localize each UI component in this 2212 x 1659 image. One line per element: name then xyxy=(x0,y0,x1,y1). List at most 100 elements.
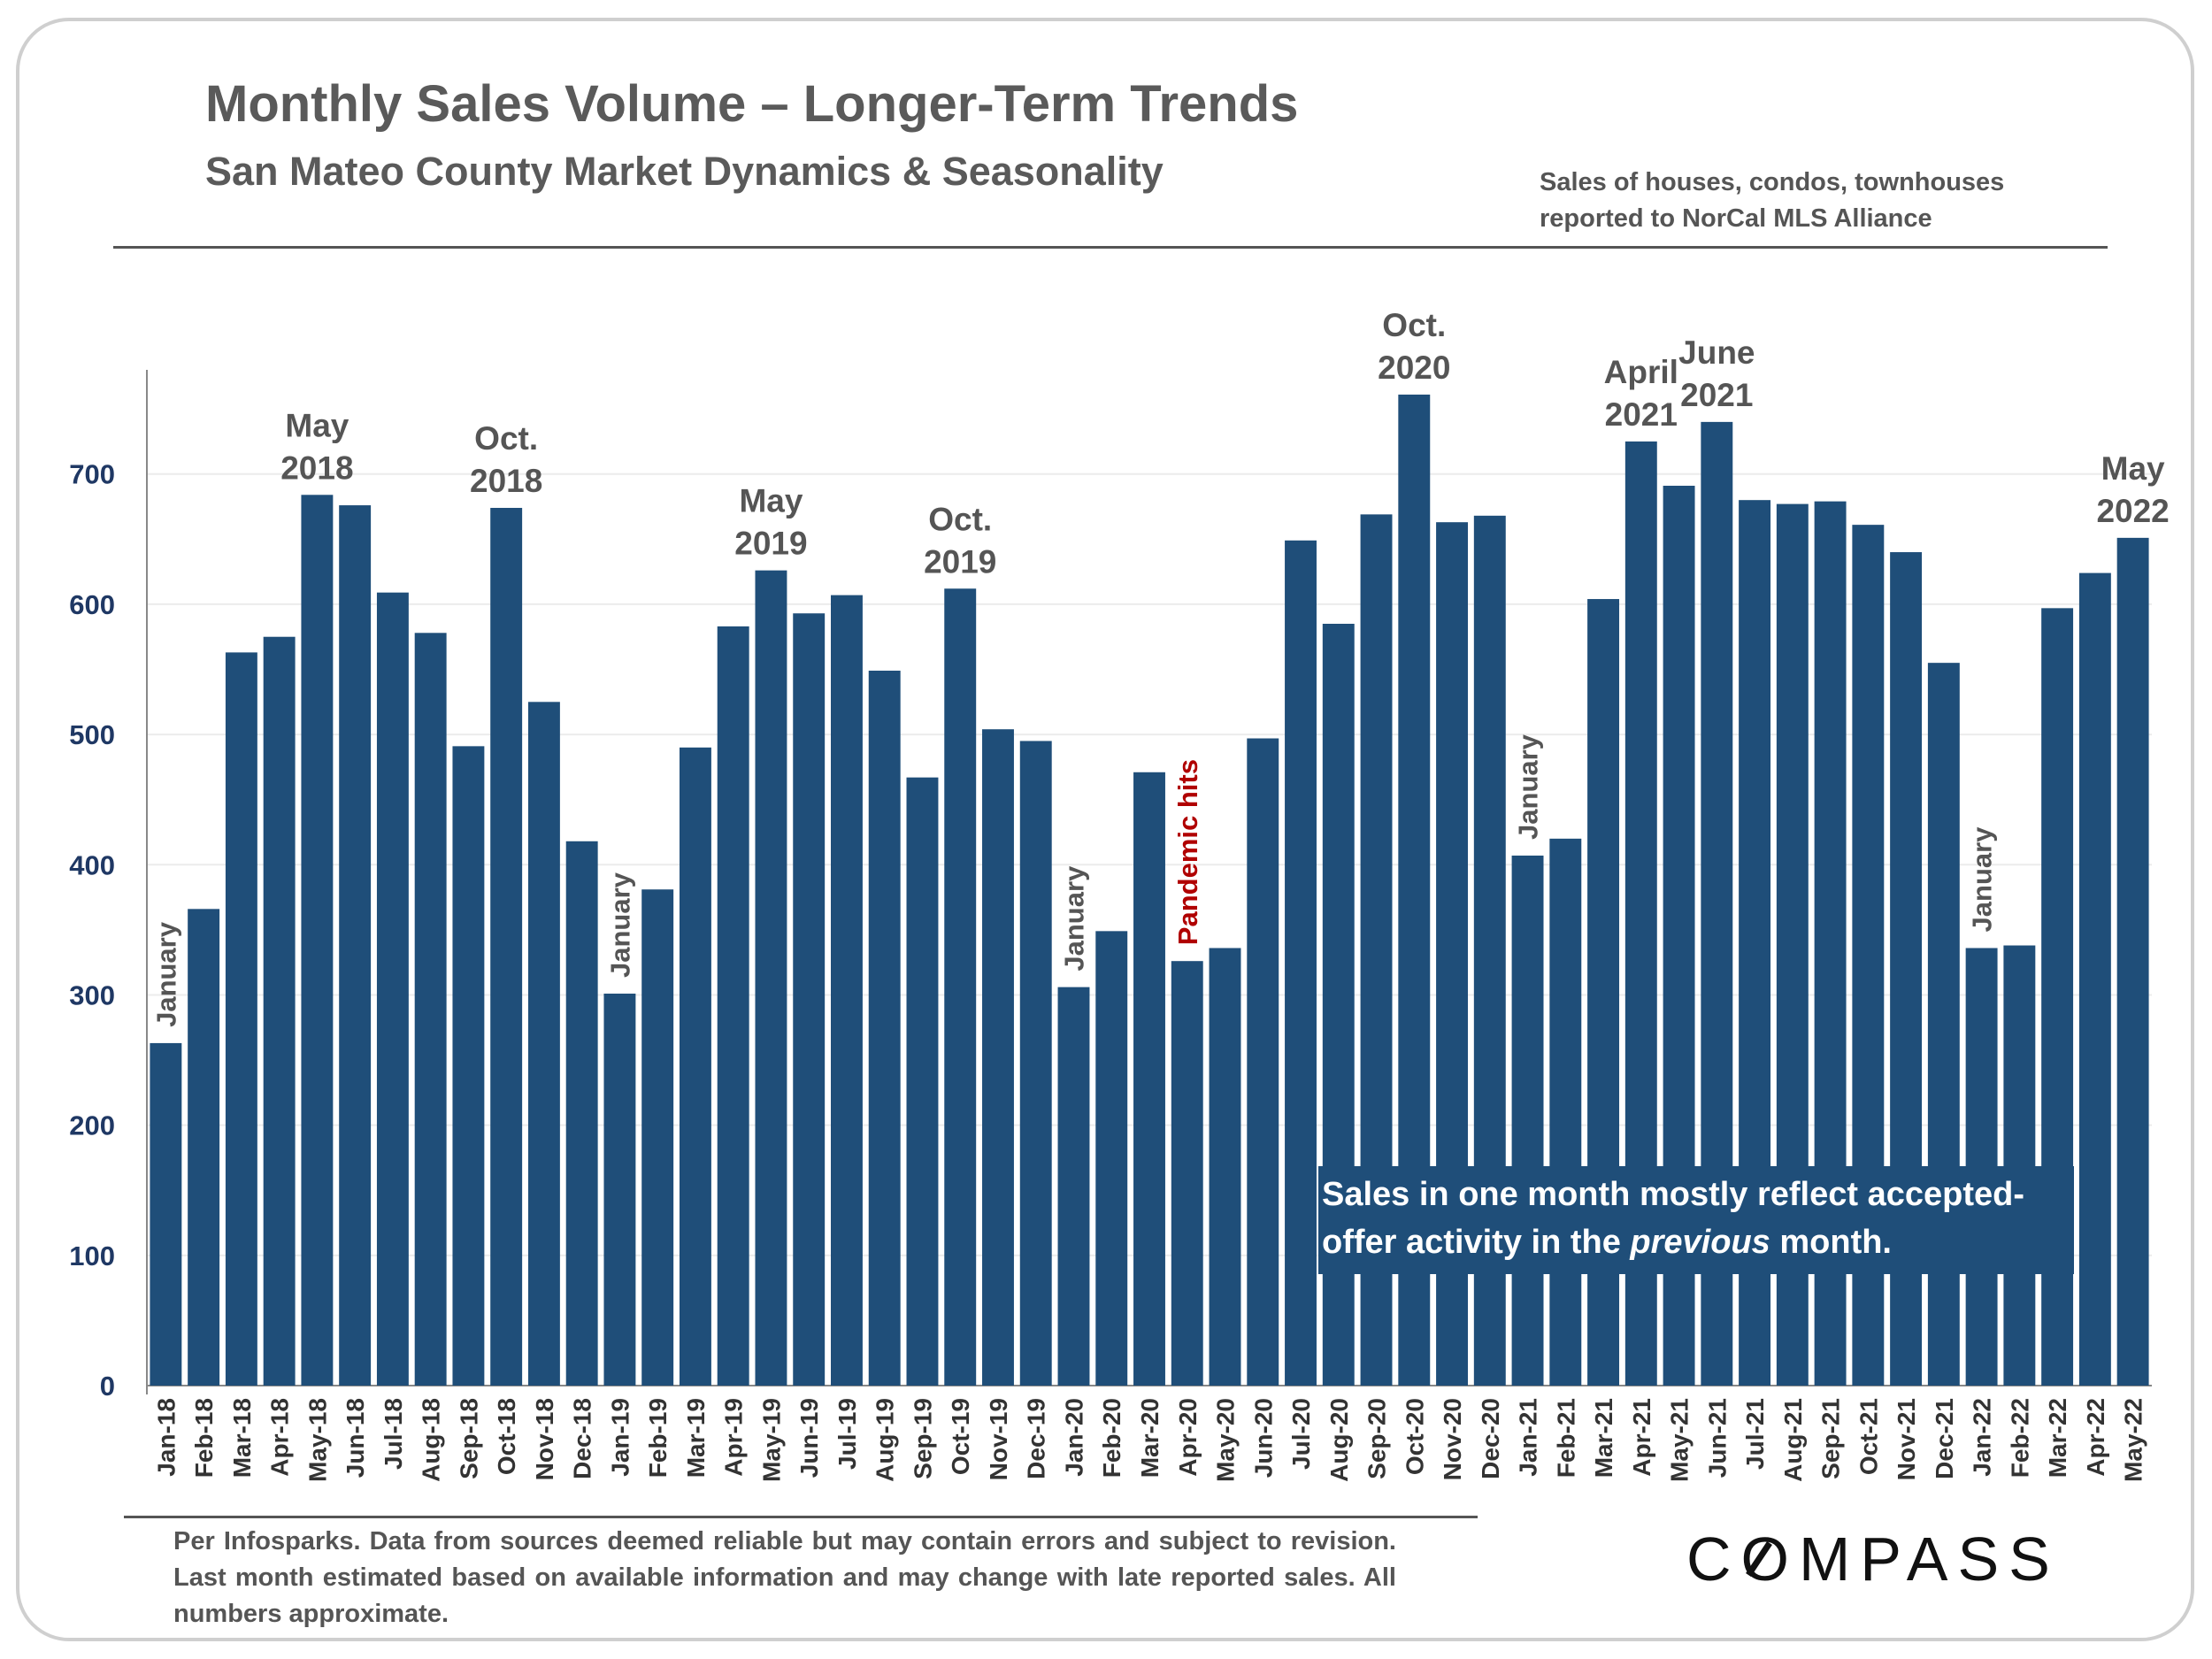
x-tick-label: May-20 xyxy=(1212,1398,1240,1482)
annotation-line: April xyxy=(1604,354,1678,390)
y-tick-label: 300 xyxy=(69,979,115,1010)
callout-text: month. xyxy=(1770,1224,1892,1261)
bar-nov-19 xyxy=(982,729,1014,1386)
x-tick-label: Mar-22 xyxy=(2044,1398,2071,1478)
callout-emphasis: previous xyxy=(1629,1224,1770,1261)
annotation-line: 2020 xyxy=(1378,349,1450,386)
x-tick-label: Mar-20 xyxy=(1136,1398,1164,1478)
y-tick-label: 100 xyxy=(69,1240,115,1271)
header-divider xyxy=(113,246,2108,249)
chart-subtitle: San Mateo County Market Dynamics & Seaso… xyxy=(205,149,1164,194)
x-tick-label: Jul-20 xyxy=(1287,1398,1315,1470)
y-tick-label: 500 xyxy=(69,719,115,750)
annotation-line: May xyxy=(2101,450,2165,487)
x-tick-label: Mar-21 xyxy=(1590,1398,1617,1478)
x-tick-label: Jan-19 xyxy=(606,1398,634,1477)
bar-mar-20 xyxy=(1133,772,1165,1386)
source-note: Sales of houses, condos, townhouses repo… xyxy=(1540,168,2005,233)
x-tick-label: May-22 xyxy=(2120,1398,2147,1482)
bar-dec-19 xyxy=(1019,741,1052,1386)
annotation-label: Oct. 2020 xyxy=(1378,307,1450,386)
y-tick-label: 600 xyxy=(69,589,115,620)
x-tick-label: Aug-20 xyxy=(1325,1398,1353,1482)
x-tick-label: Nov-20 xyxy=(1439,1398,1466,1480)
annotation-line: May xyxy=(739,483,803,519)
x-tick-label: Jan-21 xyxy=(1515,1398,1542,1477)
x-tick-label: Feb-19 xyxy=(644,1398,672,1478)
annotation-line: May xyxy=(285,407,349,443)
x-tick-label: Sep-20 xyxy=(1363,1398,1391,1479)
callout-line-1: Sales in one month mostly reflect accept… xyxy=(1322,1176,2024,1213)
bar-jan-18 xyxy=(150,1042,182,1386)
x-tick-label: Dec-19 xyxy=(1023,1398,1050,1479)
bar-dec-18 xyxy=(565,841,598,1386)
x-tick-label: Oct-20 xyxy=(1401,1398,1428,1475)
y-tick-label: 700 xyxy=(69,459,115,490)
bar-jun-20 xyxy=(1247,738,1279,1386)
bar-feb-21 xyxy=(1549,838,1582,1386)
y-tick-label: 200 xyxy=(69,1110,115,1141)
x-tick-label: Feb-21 xyxy=(1552,1398,1579,1478)
x-tick-label: Apr-19 xyxy=(720,1398,748,1477)
x-tick-label: Oct-18 xyxy=(493,1398,520,1475)
annotation-line: 2021 xyxy=(1680,377,1753,413)
bar-may-19 xyxy=(755,570,787,1386)
x-tick-label: Aug-21 xyxy=(1779,1398,1807,1482)
bar-may-18 xyxy=(301,495,334,1386)
compass-logo-text: COMPASS xyxy=(1686,1525,2060,1594)
bar-mar-18 xyxy=(225,652,257,1386)
bar-may-22 xyxy=(2116,537,2149,1386)
annotation-label: May 2022 xyxy=(2096,450,2169,529)
x-tick-label: Apr-20 xyxy=(1174,1398,1202,1477)
compass-logo-slash xyxy=(1746,1541,1772,1577)
y-tick-label: 400 xyxy=(69,849,115,880)
x-tick-label: Sep-21 xyxy=(1817,1398,1845,1479)
bar-may-20 xyxy=(1209,948,1241,1386)
annotation-label: May 2018 xyxy=(280,407,353,486)
bar-jul-19 xyxy=(831,595,863,1386)
bar-jun-19 xyxy=(793,613,826,1386)
bar-aug-19 xyxy=(868,670,901,1386)
x-tick-label: Jul-21 xyxy=(1741,1398,1769,1470)
footer-divider xyxy=(124,1516,1478,1518)
x-tick-label: Jan-20 xyxy=(1060,1398,1087,1477)
bar-jul-20 xyxy=(1285,540,1317,1386)
x-tick-label: May-21 xyxy=(1666,1398,1694,1482)
callout-background xyxy=(1318,1166,2074,1274)
x-tick-label: Dec-18 xyxy=(569,1398,596,1479)
annotation-label: May 2019 xyxy=(734,483,807,562)
x-tick-label: Mar-19 xyxy=(682,1398,710,1478)
bar-oct-18 xyxy=(490,508,523,1386)
bar-oct-19 xyxy=(944,588,977,1386)
x-tick-label: Jun-20 xyxy=(1249,1398,1277,1478)
x-tick-label: Jul-19 xyxy=(833,1398,861,1470)
x-tick-label: Jan-22 xyxy=(1969,1398,1996,1477)
x-tick-label: Oct-19 xyxy=(947,1398,974,1475)
annotation-label: January xyxy=(150,921,181,1027)
callout-text: offer activity in the xyxy=(1322,1224,1630,1261)
annotation-line: 2018 xyxy=(280,449,353,486)
y-tick-label: 0 xyxy=(100,1371,115,1402)
bar-apr-20 xyxy=(1171,961,1203,1386)
x-tick-label: Apr-22 xyxy=(2082,1398,2109,1477)
bar-sep-18 xyxy=(452,746,485,1386)
x-tick-label: Aug-19 xyxy=(872,1398,899,1482)
annotation-label: January xyxy=(1967,826,1998,933)
x-tick-label: May-18 xyxy=(303,1398,331,1482)
x-tick-label: Aug-18 xyxy=(418,1398,445,1482)
x-tick-label: Apr-18 xyxy=(266,1398,294,1477)
x-tick-label: Jan-18 xyxy=(152,1398,180,1477)
x-tick-label: Nov-18 xyxy=(531,1398,558,1480)
annotation-line: 2021 xyxy=(1605,396,1678,433)
bar-jul-18 xyxy=(376,592,409,1386)
x-tick-label: Dec-21 xyxy=(1931,1398,1958,1479)
x-tick-label: Mar-18 xyxy=(228,1398,256,1478)
annotation-line: June xyxy=(1678,334,1755,371)
annotation-line: Oct. xyxy=(1382,307,1446,343)
bar-jun-18 xyxy=(339,505,372,1386)
bar-apr-19 xyxy=(717,626,749,1386)
annotation-label: April 2021 xyxy=(1604,354,1678,433)
chart-title: Monthly Sales Volume – Longer-Term Trend… xyxy=(205,75,1299,133)
annotation-line: 2022 xyxy=(2096,493,2169,529)
